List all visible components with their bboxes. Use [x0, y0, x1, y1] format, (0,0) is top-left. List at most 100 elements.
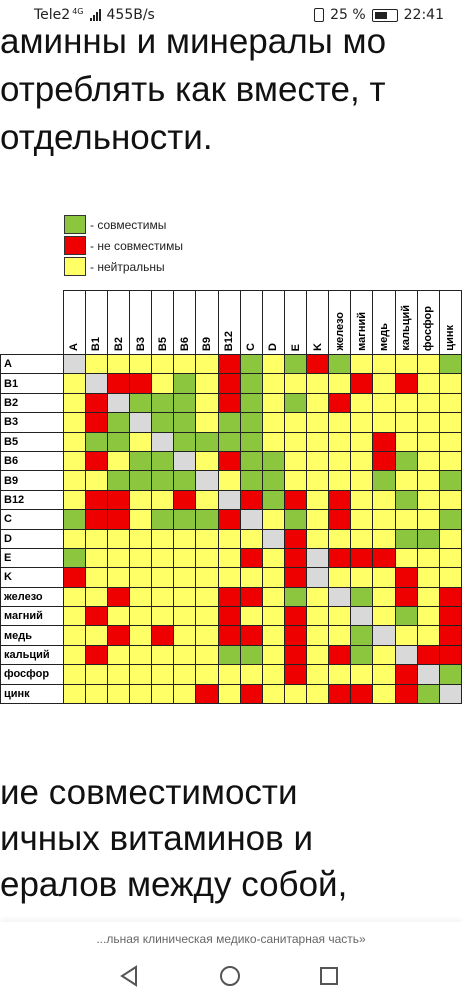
table-cell: [328, 625, 352, 646]
table-cell: [151, 450, 175, 472]
table-cell: [306, 353, 330, 375]
table-cell: [195, 431, 219, 452]
row-header: B12: [0, 489, 64, 511]
table-cell: [106, 489, 131, 511]
table-cell: [129, 431, 153, 452]
table-cell: [195, 567, 219, 588]
table-cell: [372, 470, 396, 491]
table-cell: [372, 489, 396, 511]
table-cell: [394, 567, 418, 588]
column-header: медь: [372, 290, 396, 355]
table-cell: [62, 353, 86, 375]
table-cell: [372, 664, 396, 685]
table-cell: [173, 431, 197, 452]
table-cell: [106, 644, 131, 666]
back-icon[interactable]: [118, 964, 142, 988]
table-cell: [129, 567, 153, 588]
table-cell: [328, 470, 352, 491]
table-cell: [416, 547, 440, 569]
table-cell: [239, 567, 263, 588]
row-header: B1: [0, 373, 64, 394]
source-text: ...льная клиническая медико-санитарная ч…: [96, 932, 366, 946]
network-speed: 455B/s: [106, 7, 155, 23]
table-cell: [283, 625, 308, 646]
table-cell: [151, 489, 175, 511]
table-cell: [438, 489, 462, 511]
table-cell: [261, 528, 285, 549]
table-cell: [151, 625, 175, 646]
table-cell: [306, 431, 330, 452]
table-row: железо: [0, 586, 462, 608]
table-cell: [416, 664, 440, 685]
table-cell: [394, 528, 418, 549]
table-cell: [217, 625, 241, 646]
table-row: B3: [0, 412, 462, 433]
table-cell: [62, 567, 86, 588]
table-cell: [350, 489, 374, 511]
table-cell: [372, 412, 396, 433]
table-cell: [394, 625, 418, 646]
table-cell: [438, 470, 462, 491]
table-row: B1: [0, 373, 462, 394]
table-cell: [195, 664, 219, 685]
table-cell: [239, 586, 263, 608]
table-cell: [328, 412, 352, 433]
table-cell: [416, 431, 440, 452]
column-header: B3: [129, 290, 153, 355]
row-header: B5: [0, 431, 64, 452]
table-cell: [283, 567, 308, 588]
table-cell: [438, 547, 462, 569]
table-cell: [328, 431, 352, 452]
table-cell: [416, 606, 440, 627]
table-row: цинк: [0, 683, 462, 705]
table-cell: [106, 586, 131, 608]
table-cell: [217, 528, 241, 549]
column-header-label: C: [245, 343, 258, 351]
table-cell: [217, 470, 241, 491]
table-cell: [195, 373, 219, 394]
table-cell: [129, 625, 153, 646]
table-cell: [416, 683, 440, 705]
table-cell: [372, 392, 396, 414]
status-right: 25 % 22:41: [314, 7, 444, 23]
table-cell: [106, 353, 131, 375]
table-cell: [372, 586, 396, 608]
column-header-label: цинк: [444, 325, 457, 351]
legend-swatch-neutral: [64, 257, 86, 276]
table-cell: [416, 644, 440, 666]
table-cell: [217, 431, 241, 452]
article-line: аминны и минералы мо: [0, 22, 387, 61]
table-cell: [239, 528, 263, 549]
recent-apps-icon[interactable]: [317, 964, 341, 988]
table-cell: [416, 450, 440, 472]
table-cell: [328, 567, 352, 588]
battery-icon: [371, 8, 398, 22]
table-cell: [261, 625, 285, 646]
table-cell: [217, 353, 241, 375]
table-cell: [372, 353, 396, 375]
table-cell: [438, 431, 462, 452]
table-cell: [372, 373, 396, 394]
table-cell: [394, 547, 418, 569]
row-header: B2: [0, 392, 64, 414]
column-header-label: железо: [333, 312, 346, 351]
table-cell: [195, 509, 219, 530]
table-cell: [350, 373, 374, 394]
column-header: B5: [151, 290, 175, 355]
table-cell: [173, 547, 197, 569]
table-cell: [239, 470, 263, 491]
table-cell: [283, 509, 308, 530]
table-cell: [151, 470, 175, 491]
table-cell: [129, 373, 153, 394]
legend-item: - нейтральны: [64, 256, 183, 277]
table-cell: [84, 353, 108, 375]
table-cell: [306, 528, 330, 549]
table-cell: [129, 450, 153, 472]
table-cell: [350, 450, 374, 472]
home-icon[interactable]: [218, 964, 242, 988]
table-cell: [173, 586, 197, 608]
table-cell: [438, 450, 462, 472]
table-cell: [239, 373, 263, 394]
table-cell: [350, 547, 374, 569]
